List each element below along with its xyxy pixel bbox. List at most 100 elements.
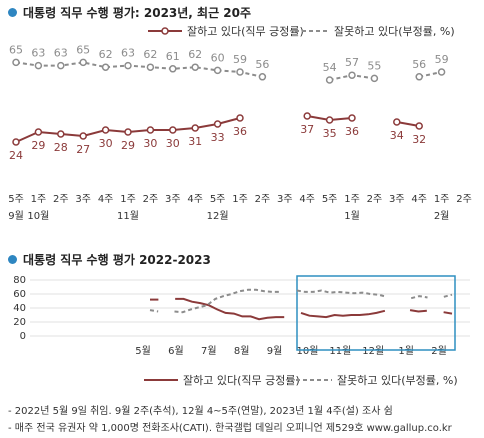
series-negative-point [12, 58, 20, 67]
x-month-label: 11월 [117, 210, 139, 222]
series-negative-line [443, 293, 453, 298]
series-positive-value: 35 [323, 127, 337, 140]
series-positive-point [415, 122, 423, 130]
chart1-svg: 잘하고 있다(직무 긍정률) 잘못하고 있다(부정률, %)5주 1주 2주 3주 4주 1… [8, 24, 472, 222]
legend-positive-label: 잘하고 있다(직무 긍정률) [183, 373, 300, 387]
legend-positive-marker [161, 27, 169, 35]
series-negative-point [79, 58, 87, 67]
series-positive-point [325, 116, 334, 124]
series-negative-point [146, 63, 155, 71]
x-tick-label: 1주 [434, 194, 450, 205]
series-negative-point [57, 61, 65, 70]
series-positive-value: 24 [9, 149, 23, 162]
series-negative-line [15, 61, 263, 78]
x-month-label: 8월 [234, 345, 250, 357]
series-negative-value: 60 [211, 51, 225, 64]
series-positive-value: 27 [76, 143, 90, 156]
series-positive-point [12, 138, 20, 146]
recent-period-box [296, 275, 456, 351]
x-month-label: 10월 [27, 210, 49, 222]
series-negative-value: 62 [143, 48, 157, 61]
series-positive-point [124, 128, 132, 136]
x-month-label: 2월 [431, 345, 447, 357]
series-negative-line [149, 309, 159, 313]
series-negative-point [124, 61, 132, 70]
series-positive-line [396, 121, 420, 127]
x-tick-label: 4주 [187, 194, 203, 205]
x-month-label: 12월 [207, 210, 229, 222]
series-positive-value: 32 [412, 133, 426, 146]
series-negative-value: 61 [166, 50, 180, 63]
series-negative-point [258, 73, 267, 81]
series-positive-value: 30 [99, 137, 113, 150]
chart1-title-row: 대통령 직무 수행 평가: 2023년, 최근 20주 [8, 4, 251, 21]
x-tick-label: 1주 [120, 194, 136, 205]
x-month-label: 1월 [398, 345, 414, 357]
x-month-label: 9월 [8, 210, 24, 222]
x-tick-label: 5주 [210, 194, 226, 205]
series-positive-point [236, 114, 244, 122]
series-negative-value: 54 [323, 61, 337, 74]
x-tick-label: 5주 [322, 194, 338, 205]
series-negative-line [296, 289, 387, 298]
x-tick-label: 4주 [299, 194, 315, 205]
series-positive-point [169, 126, 177, 134]
series-positive-value: 31 [188, 135, 202, 148]
series-negative-value: 65 [9, 43, 23, 56]
chart2-title: 대통령 직무 수행 평가 2022-2023 [23, 253, 211, 267]
x-month-label: 7월 [201, 345, 217, 357]
series-negative-line [418, 71, 442, 78]
series-negative-value: 59 [233, 53, 247, 66]
series-negative-line [174, 288, 281, 314]
series-negative-value: 63 [121, 47, 135, 60]
x-tick-label: 2주 [53, 194, 69, 205]
bullet-icon [8, 8, 17, 17]
y-tick-label: 60 [13, 289, 26, 300]
series-positive-value: 37 [300, 123, 314, 136]
series-negative-point [34, 61, 43, 70]
series-negative-point [191, 63, 199, 71]
x-tick-label: 1주 [232, 194, 248, 205]
x-tick-label: 2주 [143, 194, 159, 205]
series-positive-point [146, 126, 155, 134]
x-month-label: 6월 [168, 345, 184, 357]
series-negative-point [437, 68, 446, 76]
series-positive-point [213, 120, 222, 128]
x-tick-label: 2주 [456, 194, 472, 205]
series-positive-value: 34 [390, 129, 404, 142]
series-negative-value: 57 [345, 56, 359, 69]
x-tick-label: 3주 [75, 194, 91, 205]
series-negative-line [410, 295, 428, 300]
x-tick-label: 2주 [255, 194, 271, 205]
series-positive-line [300, 309, 386, 319]
series-negative-value: 62 [188, 48, 202, 61]
series-negative-value: 65 [76, 43, 90, 56]
x-month-label: 12월 [362, 345, 384, 357]
series-positive-point [79, 132, 87, 140]
legend-positive-label: 잘하고 있다(직무 긍정률) [187, 24, 304, 38]
x-month-label: 11월 [329, 345, 351, 357]
series-positive-value: 28 [54, 141, 68, 154]
series-positive-point [57, 130, 65, 138]
series-negative-value: 59 [435, 53, 449, 66]
series-negative-value: 55 [367, 59, 381, 72]
legend-negative-label: 잘못하고 있다(부정률, %) [337, 373, 458, 387]
series-negative-value: 63 [31, 47, 45, 60]
series-positive-line [409, 309, 427, 313]
x-month-label: 1월 [344, 210, 360, 222]
series-positive-value: 30 [143, 137, 157, 150]
x-month-label: 9월 [267, 345, 283, 357]
series-negative-point [169, 65, 177, 73]
series-positive-value: 36 [345, 125, 359, 138]
series-negative-point [236, 68, 244, 76]
x-month-label: 10월 [296, 345, 318, 357]
chart2-title-row: 대통령 직무 수행 평가 2022-2023 [8, 251, 211, 268]
series-negative-point [415, 73, 423, 81]
series-positive-value: 29 [31, 139, 45, 152]
x-tick-label: 1주 [344, 194, 360, 205]
series-negative-point [101, 63, 110, 71]
series-negative-value: 56 [255, 58, 269, 71]
series-positive-line [175, 297, 285, 321]
series-positive-value: 29 [121, 139, 135, 152]
